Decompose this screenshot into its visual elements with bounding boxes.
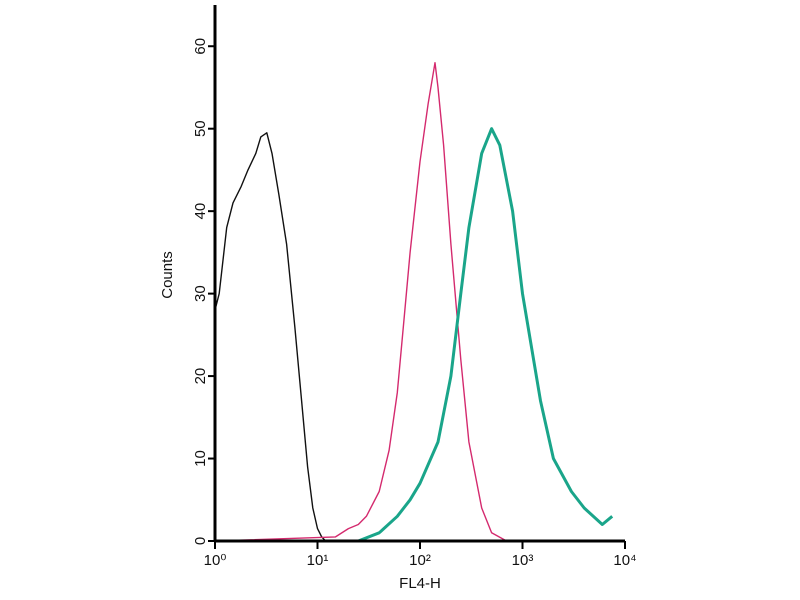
y-tick-label: 30 [192,285,209,302]
y-tick-label: 0 [192,537,209,545]
x-tick-label: 10⁴ [613,552,636,569]
y-axis-label: Counts [159,251,176,299]
histogram-line [215,127,614,543]
y-tick-label: 10 [192,450,209,467]
y-tick-label: 50 [192,120,209,137]
y-tick-label: 20 [192,368,209,385]
histogram-line [214,132,333,542]
x-tick-label: 10¹ [307,552,329,569]
x-axis-label: FL4-H [399,575,441,592]
y-tick-label: 40 [192,203,209,220]
x-tick-label: 10⁰ [204,552,227,569]
histogram-line [214,62,625,542]
x-tick-label: 10³ [512,552,534,569]
y-tick-label: 60 [192,38,209,55]
x-tick-label: 10² [409,552,431,569]
